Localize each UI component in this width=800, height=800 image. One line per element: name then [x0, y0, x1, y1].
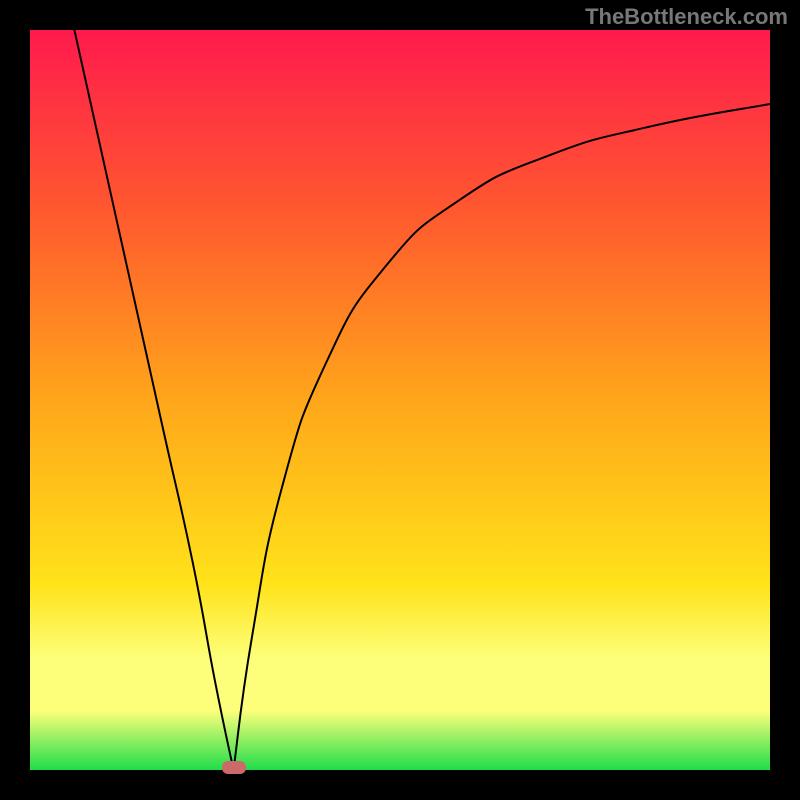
plot-area — [30, 30, 770, 770]
curve-svg — [30, 30, 770, 770]
minimum-marker — [222, 761, 246, 774]
chart-frame: TheBottleneck.com — [0, 0, 800, 800]
bottleneck-curve — [74, 30, 770, 770]
attribution-text: TheBottleneck.com — [585, 4, 788, 30]
